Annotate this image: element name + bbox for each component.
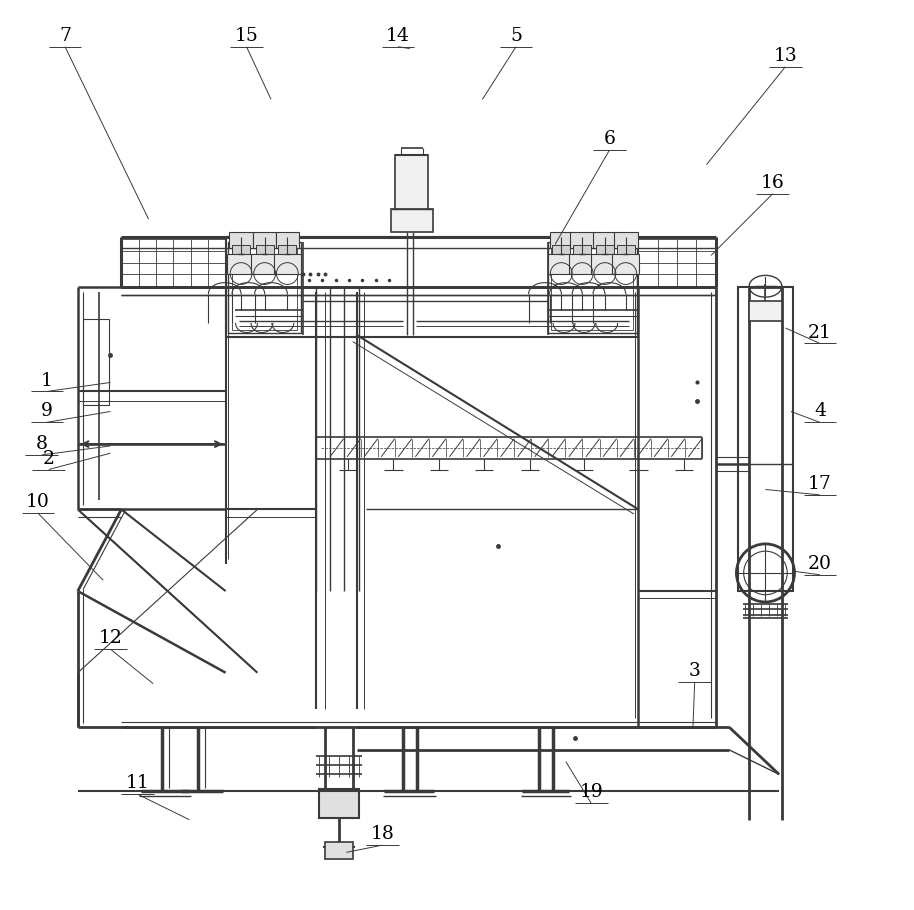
Text: 18: 18 [371, 825, 395, 844]
Bar [591, 254, 619, 274]
Text: 15: 15 [235, 27, 259, 45]
Bar [256, 245, 273, 256]
Bar [547, 254, 575, 274]
Bar [573, 245, 591, 256]
Text: 13: 13 [773, 46, 797, 65]
Bar [325, 843, 353, 859]
Bar [275, 232, 299, 248]
Text: 3: 3 [689, 662, 701, 680]
Text: 19: 19 [579, 784, 603, 802]
Bar [232, 245, 297, 329]
Text: 8: 8 [36, 435, 48, 453]
Text: 2: 2 [43, 450, 55, 468]
Bar [228, 254, 255, 274]
Text: 10: 10 [26, 493, 49, 511]
Bar [570, 232, 594, 248]
Text: 14: 14 [386, 27, 410, 45]
Bar [617, 245, 635, 256]
Bar [612, 254, 640, 274]
Bar [391, 209, 432, 232]
Text: 1: 1 [41, 371, 53, 389]
Bar [319, 789, 359, 818]
Text: 5: 5 [510, 27, 522, 45]
Bar [549, 232, 573, 248]
Bar [739, 288, 792, 592]
Bar [551, 245, 633, 329]
Bar [83, 318, 109, 405]
Text: 20: 20 [808, 555, 832, 573]
Text: 16: 16 [760, 174, 784, 192]
Bar [547, 242, 637, 332]
Bar [273, 254, 301, 274]
Bar [251, 254, 278, 274]
Bar [552, 245, 570, 256]
Text: 9: 9 [41, 402, 53, 420]
Bar [569, 254, 596, 274]
Bar [596, 245, 614, 256]
Bar [229, 232, 253, 248]
Text: 4: 4 [813, 402, 826, 420]
Bar [253, 232, 276, 248]
Text: 17: 17 [808, 475, 832, 493]
Bar [232, 245, 250, 256]
Text: 21: 21 [808, 324, 832, 341]
Text: 6: 6 [603, 130, 615, 148]
Text: 7: 7 [59, 27, 71, 45]
Bar [278, 245, 296, 256]
Bar [749, 301, 781, 320]
Bar [228, 242, 301, 332]
Text: 12: 12 [99, 629, 122, 647]
Text: 11: 11 [126, 774, 150, 793]
Bar [593, 232, 617, 248]
Bar [614, 232, 638, 248]
Bar [396, 155, 428, 209]
